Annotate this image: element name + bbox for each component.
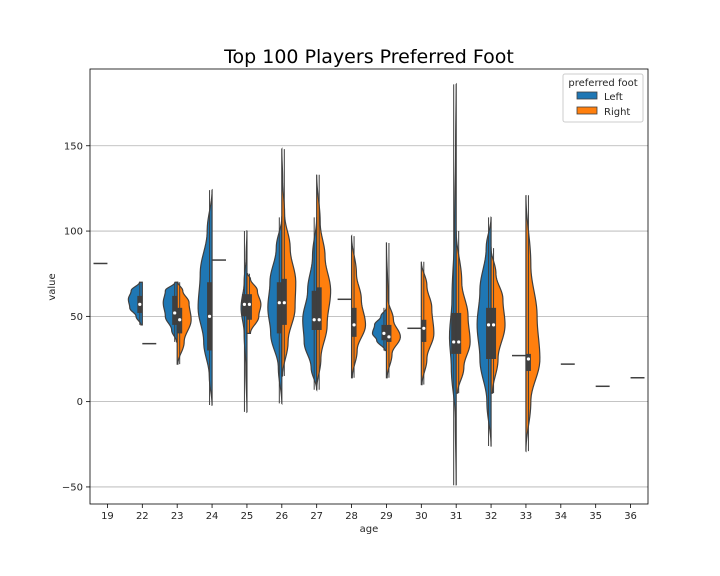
median-left-31 [452, 340, 456, 344]
median-right-27 [317, 318, 321, 322]
box-left-31 [451, 312, 457, 354]
violin-right-23 [176, 281, 192, 365]
plot-frame [89, 68, 649, 505]
box-right-25 [246, 294, 252, 320]
chart-title: Top 100 Players Preferred Foot [223, 46, 514, 68]
violin-right-30 [420, 261, 435, 386]
box-right-29 [386, 324, 392, 342]
y-tick-label: 100 [64, 227, 83, 238]
x-tick-label: 28 [345, 511, 358, 522]
violins [93, 82, 645, 486]
x-tick-label: 19 [101, 511, 114, 522]
violin-left-24 [197, 188, 213, 406]
median-left-26 [277, 301, 281, 305]
box-right-31 [456, 312, 462, 354]
median-left-27 [312, 318, 316, 322]
box-right-32 [491, 307, 497, 359]
legend-swatch-right [576, 106, 598, 115]
violin-left-26 [267, 216, 283, 405]
x-tick-label: 25 [241, 511, 254, 522]
box-left-32 [486, 307, 492, 359]
y-tick-label: 150 [64, 141, 83, 152]
violin-left-31 [448, 82, 457, 486]
x-tick-label: 29 [380, 511, 393, 522]
legend-label-right: Right [604, 107, 630, 118]
x-tick-label: 34 [554, 511, 567, 522]
median-right-23 [178, 318, 182, 322]
median-left-25 [242, 302, 247, 307]
median-right-25 [247, 302, 252, 307]
median-left-29 [382, 331, 386, 336]
violin-left-32 [476, 216, 492, 447]
violin-left-22 [127, 281, 143, 326]
y-tick-label: 50 [70, 312, 83, 323]
x-tick-label: 23 [171, 511, 184, 522]
box-left-27 [311, 290, 317, 330]
box-left-26 [276, 282, 282, 334]
median-right-28 [352, 323, 356, 327]
box-right-33 [525, 353, 531, 371]
y-tick-label: 0 [77, 397, 83, 408]
median-right-29 [387, 335, 391, 339]
x-tick-label: 26 [275, 511, 288, 522]
box-right-27 [316, 287, 322, 330]
box-right-30 [421, 319, 427, 342]
x-axis-label: age [360, 524, 379, 535]
legend: preferred foot Left Right [562, 73, 644, 123]
median-right-30 [422, 326, 426, 330]
x-tick-label: 35 [589, 511, 602, 522]
median-right-31 [457, 340, 461, 344]
violin-right-29 [385, 242, 401, 379]
median-left-24 [207, 314, 212, 318]
legend-title: preferred foot [568, 78, 637, 89]
median-right-26 [282, 301, 286, 305]
y-tick-label: −50 [62, 482, 83, 493]
legend-swatch-left [576, 91, 598, 100]
median-right-33 [526, 357, 531, 361]
legend-label-left: Left [604, 92, 623, 103]
y-axis-label: value [47, 273, 58, 300]
median-left-32 [486, 323, 491, 327]
x-tick-label: 27 [310, 511, 323, 522]
median-left-23 [173, 311, 177, 315]
y-axis: −50 0 50 100 150 [62, 141, 90, 493]
median-right-32 [491, 323, 496, 327]
median-left-22 [138, 302, 142, 307]
x-tick-label: 32 [485, 511, 498, 522]
box-right-28 [351, 307, 357, 337]
x-axis: 19 22 23 24 25 26 27 28 29 30 31 32 33 34 35 36 [101, 504, 637, 522]
x-tick-label: 36 [624, 511, 637, 522]
x-tick-label: 22 [136, 511, 149, 522]
box-left-23 [172, 295, 178, 325]
x-tick-label: 31 [450, 511, 463, 522]
x-tick-label: 24 [206, 511, 219, 522]
x-tick-label: 30 [415, 511, 428, 522]
x-tick-label: 33 [520, 511, 533, 522]
